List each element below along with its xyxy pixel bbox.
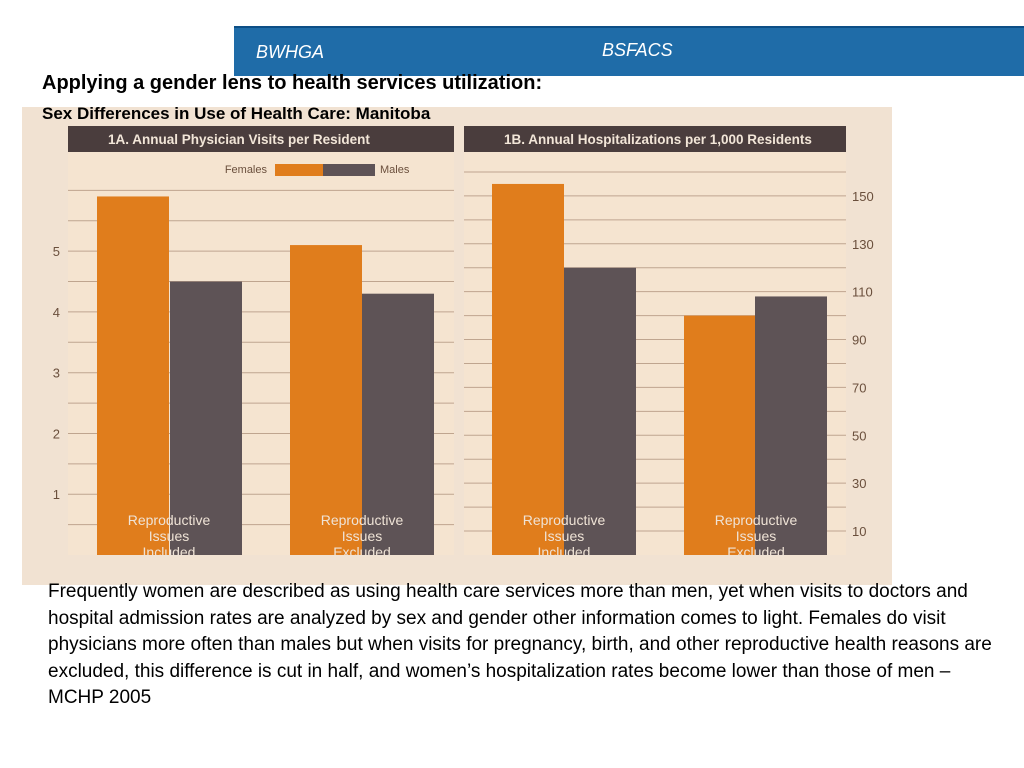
y-tick-label: 5 (53, 244, 60, 259)
y-tick-label: 30 (852, 476, 866, 491)
y-tick-label: 3 (53, 366, 60, 381)
legend-swatch-males (323, 164, 375, 176)
y-tick-label: 110 (852, 285, 873, 300)
slide-subtitle: Sex Differences in Use of Health Care: M… (42, 104, 431, 123)
slide-title: Applying a gender lens to health service… (42, 72, 543, 94)
bar-females-1 (492, 183, 564, 555)
bar-males-2 (755, 296, 827, 555)
category-label: Issues (544, 528, 584, 544)
category-label: Reproductive (715, 512, 798, 528)
legend-swatch-females (275, 164, 323, 176)
category-label: Excluded (333, 544, 391, 560)
y-tick-label: 90 (852, 333, 866, 348)
category-label: Reproductive (128, 512, 211, 528)
y-tick-label: 130 (852, 237, 874, 252)
y-tick-label: 150 (852, 189, 874, 204)
chart-panel-2: 1B. Annual Hospitalizations per 1,000 Re… (464, 126, 874, 560)
category-label: Reproductive (523, 512, 606, 528)
header-bar: BWHGA BSFACS (234, 26, 1024, 76)
panel-header-band (68, 126, 454, 152)
body-paragraph: Frequently women are described as using … (48, 581, 992, 708)
y-tick-label: 70 (852, 380, 866, 395)
bar-males-2 (362, 293, 434, 555)
bar-females-1 (97, 196, 169, 555)
y-tick-label: 10 (852, 524, 866, 539)
y-tick-label: 2 (53, 426, 60, 441)
bar-females-2 (290, 245, 362, 556)
panel-header-band (464, 126, 846, 152)
category-label: Issues (736, 528, 776, 544)
bar-females-2 (684, 315, 756, 555)
category-label: Included (538, 544, 591, 560)
chart-panel-1: 1A. Annual Physician Visits per Resident… (53, 126, 454, 560)
category-label: Included (143, 544, 196, 560)
header-left-label: BWHGA (256, 42, 325, 62)
legend-label-males: Males (380, 164, 410, 176)
bar-males-1 (170, 281, 242, 555)
category-label: Issues (342, 528, 382, 544)
category-label: Reproductive (321, 512, 404, 528)
bar-males-1 (564, 267, 636, 555)
y-tick-label: 50 (852, 428, 866, 443)
chart-title: 1A. Annual Physician Visits per Resident (108, 132, 370, 147)
header-right-label: BSFACS (602, 40, 673, 60)
y-tick-label: 1 (53, 487, 60, 502)
chart-title: 1B. Annual Hospitalizations per 1,000 Re… (504, 132, 812, 147)
y-tick-label: 4 (53, 305, 60, 320)
category-label: Issues (149, 528, 189, 544)
legend-label-females: Females (225, 164, 268, 176)
category-label: Excluded (727, 544, 785, 560)
